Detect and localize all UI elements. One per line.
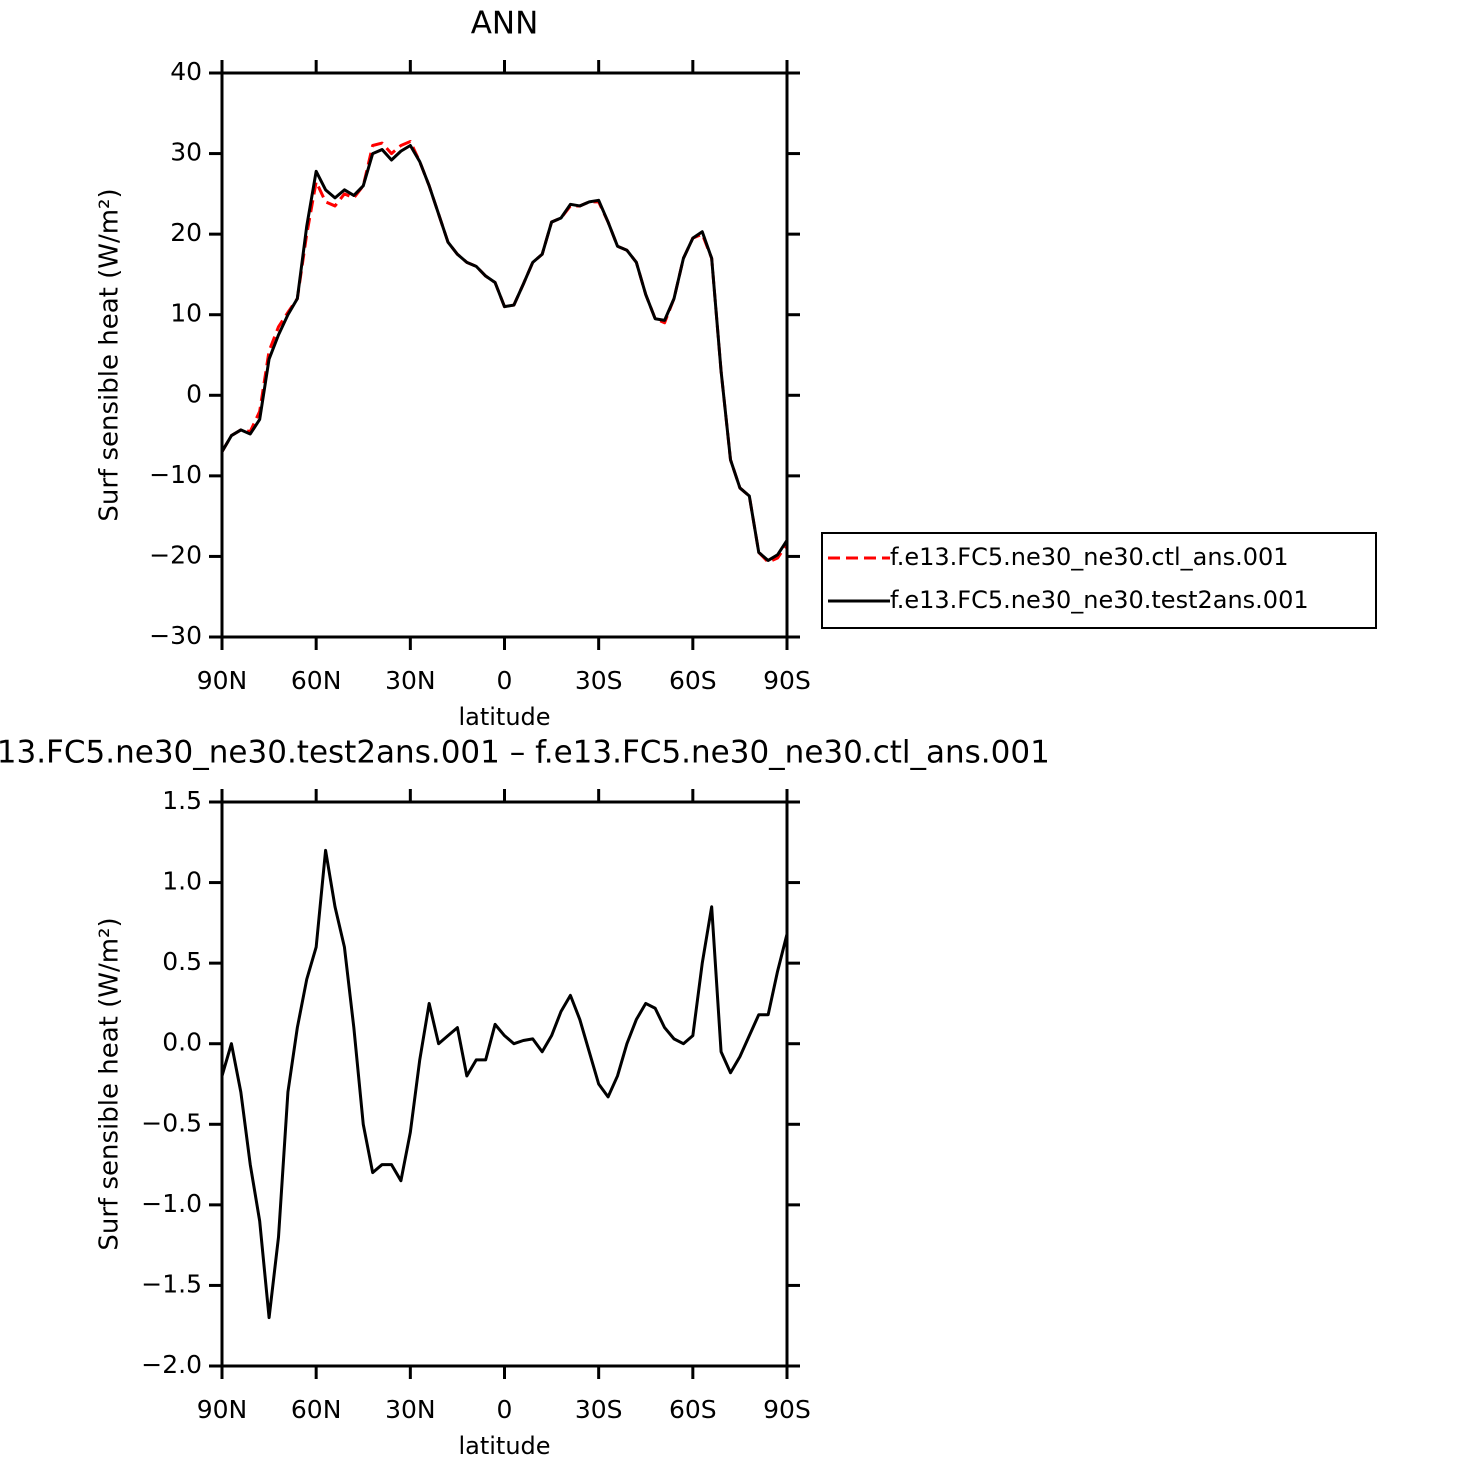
y-tick-label: 1.0 bbox=[162, 867, 202, 896]
x-tick-label: 60N bbox=[291, 1395, 342, 1424]
x-tick-label: 90S bbox=[763, 1395, 811, 1424]
plot-frame bbox=[220, 71, 789, 639]
x-tick-label: 30S bbox=[575, 1395, 623, 1424]
x-tick-label: 30S bbox=[575, 666, 623, 695]
x-tick-label: 90N bbox=[197, 666, 248, 695]
y-tick-label: 0.5 bbox=[162, 947, 202, 976]
chart-title: ANN bbox=[471, 6, 539, 42]
data-line bbox=[220, 848, 789, 1320]
x-tick-label: 60S bbox=[669, 1395, 717, 1424]
x-tick-label: 30N bbox=[385, 666, 436, 695]
x-tick-label: 90N bbox=[197, 1395, 248, 1424]
x-tick-label: 60S bbox=[669, 666, 717, 695]
y-tick-label: −20 bbox=[149, 540, 202, 569]
y-tick-label: 40 bbox=[170, 57, 202, 86]
y-tick-label: −10 bbox=[149, 460, 202, 489]
y-tick-label: 20 bbox=[170, 218, 202, 247]
x-tick-label: 30N bbox=[385, 1395, 436, 1424]
data-line bbox=[220, 144, 789, 562]
x-tick-label: 90S bbox=[763, 666, 811, 695]
y-axis-label: Surf sensible heat (W/m²) bbox=[95, 188, 125, 521]
y-tick-label: 0 bbox=[186, 379, 202, 408]
legend-box bbox=[821, 532, 1377, 629]
y-tick-label: −30 bbox=[149, 621, 202, 650]
y-axis-label: Surf sensible heat (W/m²) bbox=[95, 917, 125, 1250]
x-tick-label: 0 bbox=[497, 666, 513, 695]
x-axis-label: latitude bbox=[458, 1432, 550, 1460]
x-tick-label: 60N bbox=[291, 666, 342, 695]
x-tick-label: 0 bbox=[497, 1395, 513, 1424]
legend-label: f.e13.FC5.ne30_ne30.ctl_ans.001 bbox=[890, 543, 1289, 571]
data-line bbox=[220, 139, 789, 564]
chart-title: f.e13.FC5.ne30_ne30.test2ans.001 – f.e13… bbox=[0, 735, 1050, 771]
y-tick-label: 0.0 bbox=[162, 1028, 202, 1057]
y-tick-label: −2.0 bbox=[141, 1350, 202, 1379]
y-tick-label: 1.5 bbox=[162, 786, 202, 815]
x-axis-label: latitude bbox=[458, 703, 550, 731]
y-tick-label: 10 bbox=[170, 299, 202, 328]
y-tick-label: −1.0 bbox=[141, 1189, 202, 1218]
y-tick-label: −0.5 bbox=[141, 1108, 202, 1137]
plot-frame bbox=[220, 800, 789, 1368]
legend-label: f.e13.FC5.ne30_ne30.test2ans.001 bbox=[890, 586, 1309, 614]
y-tick-label: −1.5 bbox=[141, 1269, 202, 1298]
y-tick-label: 30 bbox=[170, 138, 202, 167]
